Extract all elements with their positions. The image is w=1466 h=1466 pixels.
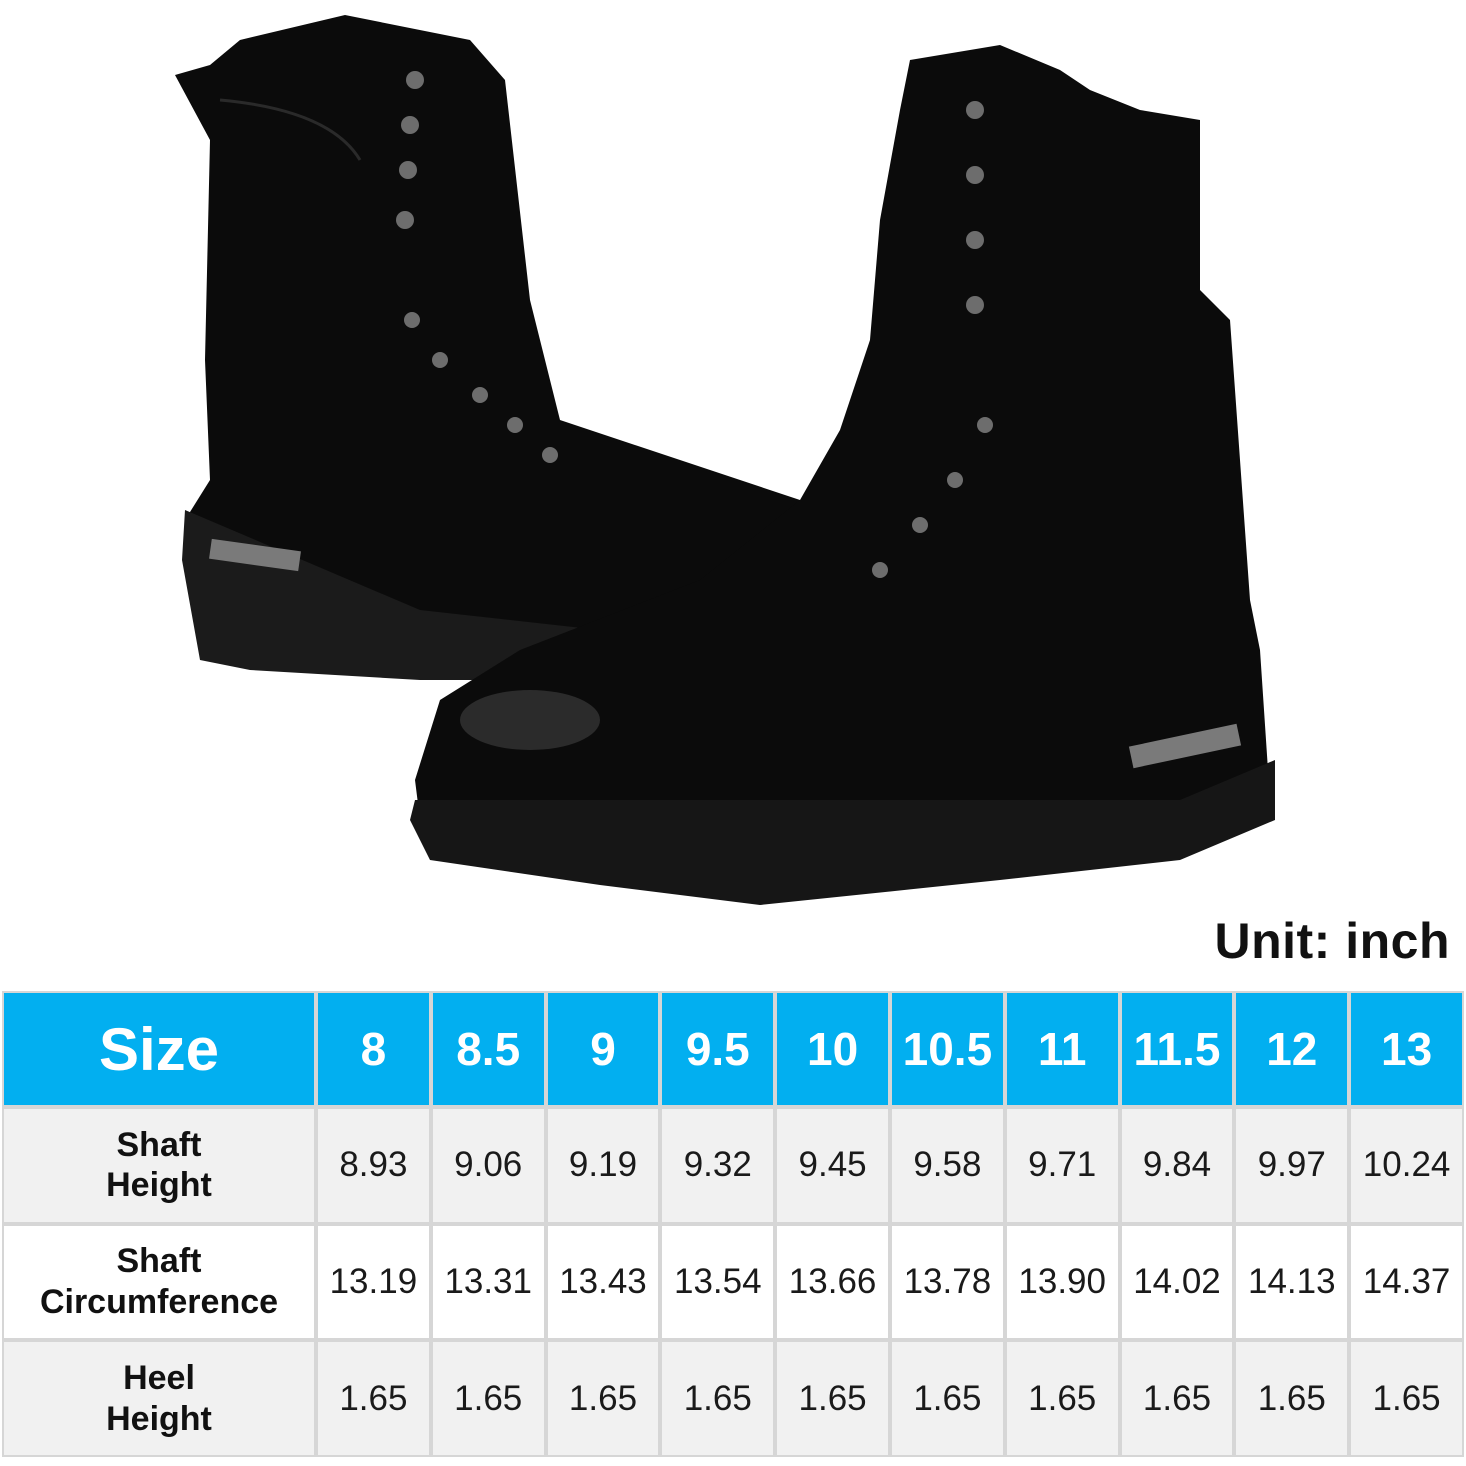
header-size: 11 — [1006, 993, 1118, 1105]
header-size: 9.5 — [662, 993, 774, 1105]
right-boot — [410, 45, 1275, 905]
table-cell: 1.65 — [432, 1342, 544, 1455]
table-cell: 9.58 — [892, 1109, 1003, 1222]
table-cell: 1.65 — [318, 1342, 429, 1455]
table-cell: 13.90 — [1006, 1225, 1118, 1339]
table-cell: 13.66 — [777, 1225, 888, 1339]
header-size: 10 — [777, 993, 888, 1105]
table-cell: 1.65 — [777, 1342, 888, 1455]
table-cell: 13.54 — [662, 1225, 774, 1339]
table-cell: 13.43 — [547, 1225, 659, 1339]
table-cell: 13.19 — [318, 1225, 429, 1339]
row-label: Shaft Circumference — [4, 1225, 314, 1339]
header-size: 10.5 — [892, 993, 1003, 1105]
table-cell: 1.65 — [662, 1342, 774, 1455]
table-cell: 9.45 — [777, 1109, 888, 1222]
size-chart-table: Size 8 8.5 9 9.5 10 10.5 11 11.5 12 13 S… — [2, 991, 1464, 1457]
header-size: 12 — [1236, 993, 1348, 1105]
boots-product-image — [175, 15, 1275, 905]
row-label-line1: Heel — [123, 1358, 195, 1397]
row-label: Shaft Height — [4, 1109, 314, 1222]
table-cell: 13.31 — [432, 1225, 544, 1339]
table-cell: 9.06 — [432, 1109, 544, 1222]
table-cell: 1.65 — [1351, 1342, 1462, 1455]
row-label: Heel Height — [4, 1342, 314, 1455]
table-cell: 14.02 — [1121, 1225, 1233, 1339]
header-size: 9 — [547, 993, 659, 1105]
table-cell: 9.84 — [1121, 1109, 1233, 1222]
row-label-text: Heel Height — [106, 1358, 212, 1440]
table-cell: 9.19 — [547, 1109, 659, 1222]
header-size: 13 — [1351, 993, 1462, 1105]
table-cell: 1.65 — [1006, 1342, 1118, 1455]
table-cell: 1.65 — [547, 1342, 659, 1455]
row-label-line2: Height — [106, 1399, 212, 1438]
table-cell: 1.65 — [1121, 1342, 1233, 1455]
header-size: 8 — [318, 993, 429, 1105]
table-cell: 9.97 — [1236, 1109, 1348, 1222]
row-label-text: Shaft Circumference — [40, 1241, 278, 1323]
boot-hooks — [396, 71, 993, 578]
header-size: 11.5 — [1121, 993, 1233, 1105]
table-cell: 9.71 — [1006, 1109, 1118, 1222]
row-label-line1: Shaft — [116, 1125, 202, 1164]
unit-label: Unit: inch — [1214, 913, 1450, 969]
row-label-line2: Height — [106, 1166, 212, 1205]
table-cell: 13.78 — [892, 1225, 1003, 1339]
row-label-text: Shaft Height — [106, 1125, 212, 1207]
header-size: 8.5 — [432, 993, 544, 1105]
row-label-line1: Shaft — [116, 1242, 202, 1281]
row-label-line2: Circumference — [39, 1282, 279, 1321]
table-cell: 10.24 — [1351, 1109, 1462, 1222]
table-cell: 14.37 — [1351, 1225, 1462, 1339]
table-cell: 1.65 — [892, 1342, 1003, 1455]
table-cell: 1.65 — [1236, 1342, 1348, 1455]
header-size-label: Size — [4, 993, 314, 1105]
table-cell: 9.32 — [662, 1109, 774, 1222]
table-cell: 14.13 — [1236, 1225, 1348, 1339]
table-cell: 8.93 — [318, 1109, 429, 1222]
